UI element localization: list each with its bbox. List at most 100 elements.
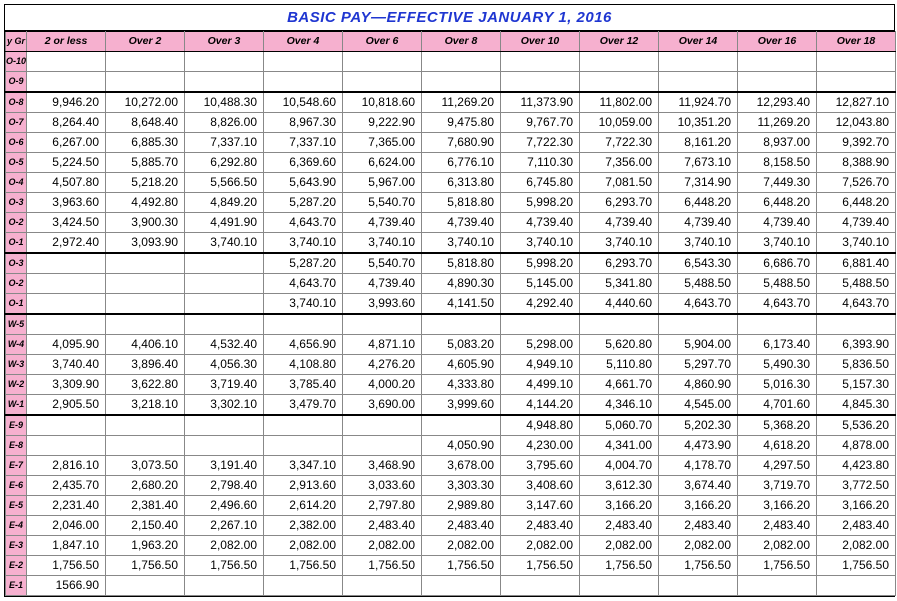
grade-cell: E-9 (6, 415, 27, 436)
table-row: E-52,231.402,381.402,496.602,614.202,797… (6, 496, 896, 516)
pay-cell: 6,448.20 (817, 193, 896, 213)
pay-cell: 2,483.40 (343, 516, 422, 536)
pay-cell: 2,972.40 (27, 233, 106, 254)
pay-cell: 6,448.20 (659, 193, 738, 213)
table-row: O-24,643.704,739.404,890.305,145.005,341… (6, 274, 896, 294)
pay-cell: 2,082.00 (659, 536, 738, 556)
pay-cell: 4,643.70 (264, 274, 343, 294)
table-row: E-84,050.904,230.004,341.004,473.904,618… (6, 436, 896, 456)
pay-cell: 2,082.00 (580, 536, 659, 556)
table-row: O-13,740.103,993.604,141.504,292.404,440… (6, 294, 896, 315)
grade-cell: W-1 (6, 395, 27, 416)
pay-cell: 3,218.10 (106, 395, 185, 416)
pay-cell: 5,818.80 (422, 253, 501, 274)
pay-cell: 5,490.30 (738, 355, 817, 375)
pay-cell: 4,297.50 (738, 456, 817, 476)
table-row: E-21,756.501,756.501,756.501,756.501,756… (6, 556, 896, 576)
pay-cell: 11,924.70 (659, 92, 738, 113)
pay-cell (185, 52, 264, 72)
pay-cell: 3,674.40 (659, 476, 738, 496)
pay-cell: 1,756.50 (185, 556, 264, 576)
pay-cell: 2,082.00 (738, 536, 817, 556)
grade-cell: E-3 (6, 536, 27, 556)
pay-cell (106, 72, 185, 93)
pay-cell: 6,293.70 (580, 193, 659, 213)
pay-cell (27, 436, 106, 456)
pay-cell: 3,740.10 (264, 294, 343, 315)
pay-cell (501, 72, 580, 93)
pay-cell: 4,739.40 (343, 213, 422, 233)
pay-cell (580, 52, 659, 72)
pay-cell: 11,269.20 (422, 92, 501, 113)
table-row: E-31,847.101,963.202,082.002,082.002,082… (6, 536, 896, 556)
pay-cell: 5,488.50 (817, 274, 896, 294)
pay-cell: 3,612.30 (580, 476, 659, 496)
pay-cell: 4,178.70 (659, 456, 738, 476)
pay-cell: 10,548.60 (264, 92, 343, 113)
pay-cell: 2,483.40 (817, 516, 896, 536)
grade-cell: E-4 (6, 516, 27, 536)
pay-cell: 7,314.90 (659, 173, 738, 193)
pay-cell: 3,740.10 (185, 233, 264, 254)
pay-cell: 5,998.20 (501, 253, 580, 274)
pay-cell: 3,033.60 (343, 476, 422, 496)
pay-cell: 5,967.00 (343, 173, 422, 193)
pay-cell: 4,605.90 (422, 355, 501, 375)
pay-cell: 3,166.20 (738, 496, 817, 516)
pay-cell: 2,381.40 (106, 496, 185, 516)
col-header: Over 6 (343, 32, 422, 52)
pay-cell: 4,661.70 (580, 375, 659, 395)
pay-cell (264, 72, 343, 93)
grade-cell: O-2 (6, 213, 27, 233)
pay-cell: 4,849.20 (185, 193, 264, 213)
pay-cell: 4,406.10 (106, 335, 185, 355)
pay-cell: 5,016.30 (738, 375, 817, 395)
pay-cell: 7,673.10 (659, 153, 738, 173)
pay-cell: 3,795.60 (501, 456, 580, 476)
table-row: O-55,224.505,885.706,292.806,369.606,624… (6, 153, 896, 173)
pay-cell: 4,230.00 (501, 436, 580, 456)
pay-cell: 6,543.30 (659, 253, 738, 274)
pay-cell (659, 576, 738, 596)
pay-cell: 3,740.10 (501, 233, 580, 254)
pay-cell (343, 436, 422, 456)
pay-table-container: BASIC PAY—EFFECTIVE JANUARY 1, 2016 y Gr… (4, 4, 895, 597)
pay-cell: 5,341.80 (580, 274, 659, 294)
pay-cell (422, 72, 501, 93)
pay-cell: 9,946.20 (27, 92, 106, 113)
pay-cell: 3,963.60 (27, 193, 106, 213)
pay-cell: 3,740.40 (27, 355, 106, 375)
pay-cell: 2,150.40 (106, 516, 185, 536)
pay-cell: 6,369.60 (264, 153, 343, 173)
grade-header: y Gr (6, 32, 27, 52)
pay-cell: 8,264.40 (27, 113, 106, 133)
pay-cell: 3,622.80 (106, 375, 185, 395)
table-row: O-35,287.205,540.705,818.805,998.206,293… (6, 253, 896, 274)
pay-cell: 12,293.40 (738, 92, 817, 113)
pay-cell: 5,904.00 (659, 335, 738, 355)
pay-cell: 2,483.40 (580, 516, 659, 536)
pay-cell: 3,740.10 (580, 233, 659, 254)
pay-cell: 3,191.40 (185, 456, 264, 476)
grade-cell: W-5 (6, 314, 27, 335)
pay-cell (185, 294, 264, 315)
pay-cell: 3,785.40 (264, 375, 343, 395)
pay-cell: 4,656.90 (264, 335, 343, 355)
grade-cell: E-5 (6, 496, 27, 516)
pay-cell: 2,680.20 (106, 476, 185, 496)
pay-cell: 4,643.70 (817, 294, 896, 315)
pay-cell: 4,643.70 (264, 213, 343, 233)
grade-cell: O-2 (6, 274, 27, 294)
pay-cell: 1566.90 (27, 576, 106, 596)
pay-cell (501, 576, 580, 596)
pay-cell (185, 576, 264, 596)
col-header: Over 18 (817, 32, 896, 52)
grade-cell: O-8 (6, 92, 27, 113)
pay-cell: 8,158.50 (738, 153, 817, 173)
pay-cell: 6,686.70 (738, 253, 817, 274)
pay-cell: 4,545.00 (659, 395, 738, 416)
pay-cell (422, 415, 501, 436)
pay-cell: 4,532.40 (185, 335, 264, 355)
pay-cell: 3,678.00 (422, 456, 501, 476)
pay-cell: 10,488.30 (185, 92, 264, 113)
